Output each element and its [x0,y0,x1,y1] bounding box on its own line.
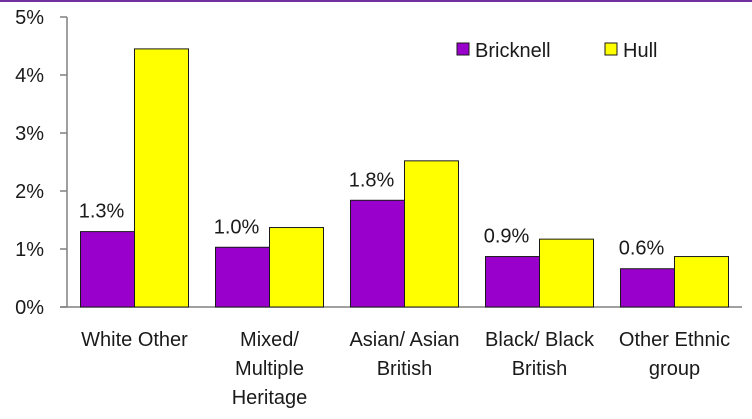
category-label: Black/ Black [485,329,595,351]
legend: Bricknell Hull [456,40,657,62]
bar-hull [674,256,729,308]
bar-bricknell [620,268,675,308]
y-axis-ticks: 0% 1% 2% 3% 4% 5% [15,7,67,319]
bar-hull [134,48,189,308]
category-label: British [512,358,568,380]
category-label: Heritage [232,387,308,409]
data-label-bricknell: 1.0% [214,216,260,238]
category-labels: White Other Mixed/Multiple Heritage Asian/ … [81,329,730,409]
legend-label-bricknell: Bricknell [475,40,551,62]
y-tick-label: 5% [15,7,44,29]
y-tick-label: 3% [15,123,44,145]
bars [80,48,729,308]
data-label-bricknell: 1.8% [349,169,395,191]
y-tick-label: 1% [15,239,44,261]
category-label: Mixed/ [240,329,299,351]
bar-bricknell [350,199,405,308]
data-label-bricknell: 0.9% [484,226,530,248]
legend-swatch-hull [604,42,618,56]
y-tick-label: 4% [15,65,44,87]
bar-bricknell [215,246,270,308]
y-tick-label: 0% [15,297,44,319]
category-label: White Other [81,329,188,351]
data-label-bricknell: 1.3% [79,201,125,223]
legend-swatch-bricknell [456,42,470,56]
bar-bricknell [80,231,135,308]
bar-hull [269,227,324,308]
category-label: Asian/ Asian [349,329,459,351]
category-label: group [649,358,700,380]
data-label-bricknell: 0.6% [619,238,665,260]
y-tick-label: 2% [15,181,44,203]
category-label: Other Ethnic [619,329,730,351]
bar-hull [404,160,459,308]
category-label: Multiple [235,358,304,380]
data-labels: 1.3% 1.0% 1.8% 0.9% 0.6% [79,169,665,259]
bar-bricknell [485,256,540,308]
legend-label-hull: Hull [623,40,657,62]
category-label: British [377,358,433,380]
bar-hull [539,238,594,308]
